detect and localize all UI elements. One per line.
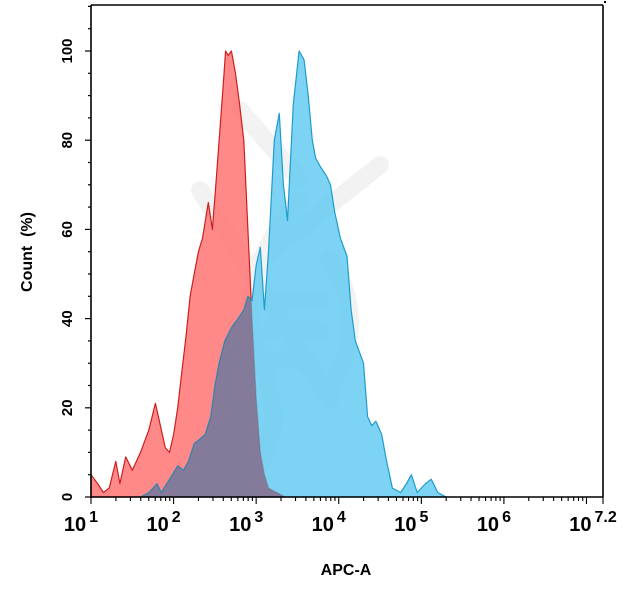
y-axis-ticks: 0 20 40 60 80 100 [59, 5, 91, 501]
x-tick-label: 10 1 [64, 509, 98, 536]
x-tick-label: 10 5 [394, 509, 428, 536]
histogram-series-sample [139, 50, 447, 498]
y-tick-label: 60 [59, 221, 76, 238]
x-tick-label: 10 3 [229, 509, 263, 536]
x-axis-title: APC-A [321, 562, 372, 579]
y-tick-label: 20 [59, 399, 76, 416]
x-tick-label: 10 4 [312, 509, 346, 536]
x-tick-label: 10 6 [477, 509, 511, 536]
y-tick-label: 100 [59, 38, 76, 63]
y-tick-label: 80 [59, 132, 76, 149]
y-tick-label: 40 [59, 310, 76, 327]
series-layer [90, 50, 447, 498]
y-tick-label: 0 [59, 493, 76, 501]
x-axis-ticks: 10 1 10 2 10 3 10 4 10 5 10 6 10 7.2 [64, 497, 617, 536]
corner-dot [604, 1, 606, 3]
x-tick-label: 10 7.2 [569, 509, 617, 536]
y-axis-title: Count (%) [19, 212, 36, 292]
x-tick-label: 10 2 [147, 509, 181, 536]
overlap-tint [140, 51, 286, 497]
